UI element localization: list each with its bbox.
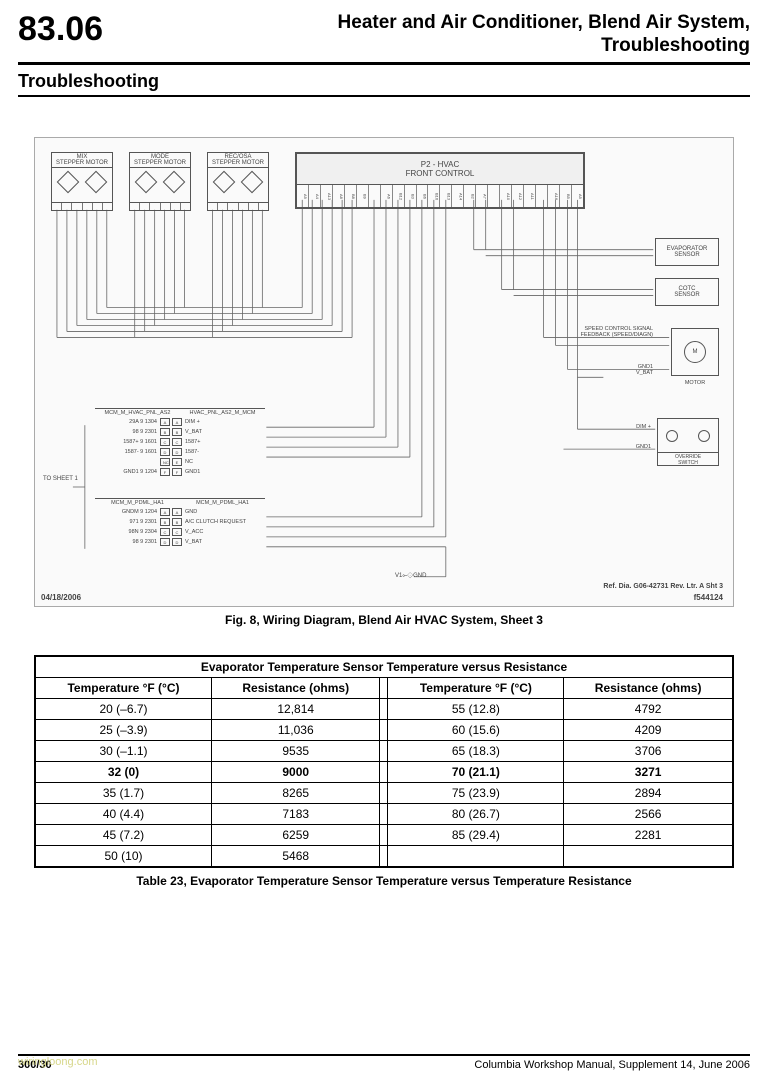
- hvac-front-control-box: P2 - HVAC FRONT CONTROL A9A4A13A8B8B9A6B…: [295, 152, 585, 209]
- table-row: 20 (–6.7)12,81455 (12.8)4792: [35, 698, 733, 719]
- watermark: wiringloong.com: [18, 1056, 97, 1068]
- section-title: Heater and Air Conditioner, Blend Air Sy…: [103, 12, 750, 58]
- bottom-node: V1⟜⟐GND: [395, 573, 426, 580]
- override-switch: OVERRIDE SWITCH: [657, 418, 719, 466]
- diagram-ref: Ref. Dia. G06-42731 Rev. Ltr. A Sht 3: [603, 583, 723, 590]
- section-number: 83.06: [18, 12, 103, 58]
- col-header: Temperature °F (°C): [35, 677, 211, 698]
- sensor-block: EVAPORATOR SENSOR: [655, 238, 719, 266]
- wiring-diagram: MIX STEPPER MOTOR MODE STEPPER MOTOR REC/O…: [34, 137, 734, 607]
- table-row: 32 (0)900070 (21.1)3271: [35, 761, 733, 782]
- diagram-date: 04/18/2006: [41, 593, 81, 602]
- figure-caption: Fig. 8, Wiring Diagram, Blend Air HVAC S…: [18, 613, 750, 627]
- motor-label: MOTOR: [671, 380, 719, 386]
- motor-block: M: [671, 328, 719, 376]
- col-header: Resistance (ohms): [564, 677, 733, 698]
- resistance-table: Evaporator Temperature Sensor Temperatur…: [34, 655, 734, 868]
- table-row: 30 (–1.1)953565 (18.3)3706: [35, 740, 733, 761]
- page-header: 83.06 Heater and Air Conditioner, Blend …: [18, 12, 750, 65]
- subheading: Troubleshooting: [18, 71, 750, 97]
- connector-block-1: MCM_M_HVAC_PNL_AS2HVAC_PNL_AS2_M_MCM29A …: [95, 408, 265, 477]
- hvac-pins: A9A4A13A8B8B9A6B12B3B6B16B13A14B2A7A10A1…: [297, 185, 583, 207]
- col-header: Resistance (ohms): [211, 677, 380, 698]
- table-row: 35 (1.7)826575 (23.9)2894: [35, 782, 733, 803]
- table-row: 45 (7.2)625985 (29.4)2281: [35, 824, 733, 845]
- page-footer: wiringloong.com 300/30 Columbia Workshop…: [18, 1054, 750, 1071]
- table-title: Evaporator Temperature Sensor Temperatur…: [35, 656, 733, 678]
- table-row: 25 (–3.9)11,03660 (15.6)4209: [35, 719, 733, 740]
- table-caption: Table 23, Evaporator Temperature Sensor …: [18, 874, 750, 888]
- hvac-box-title: P2 - HVAC FRONT CONTROL: [297, 154, 583, 185]
- override-pin-1: DIM +: [636, 424, 651, 430]
- to-sheet-label: TO SHEET 1: [43, 476, 78, 482]
- col-header: Temperature °F (°C): [388, 677, 564, 698]
- manual-ref: Columbia Workshop Manual, Supplement 14,…: [474, 1059, 750, 1071]
- diagram-fcode: f544124: [694, 593, 723, 602]
- stepper-motor: REC/OSA STEPPER MOTOR: [207, 152, 269, 211]
- connector-block-2: MCM_M_PDML_HA1MCM_M_PDML_HA1GNDM 9 1204A…: [95, 498, 265, 547]
- stepper-motor: MIX STEPPER MOTOR: [51, 152, 113, 211]
- sensor-block: COTC SENSOR: [655, 278, 719, 306]
- table-row: 50 (10)5468: [35, 845, 733, 867]
- override-pin-2: GND1: [636, 444, 651, 450]
- table-row: 40 (4.4)718380 (26.7)2566: [35, 803, 733, 824]
- motor-side-labels: GND1 V_BAT: [636, 364, 653, 376]
- speed-control-labels: SPEED CONTROL SIGNAL FEEDBACK (SPEED/DIA…: [581, 326, 653, 338]
- stepper-motor: MODE STEPPER MOTOR: [129, 152, 191, 211]
